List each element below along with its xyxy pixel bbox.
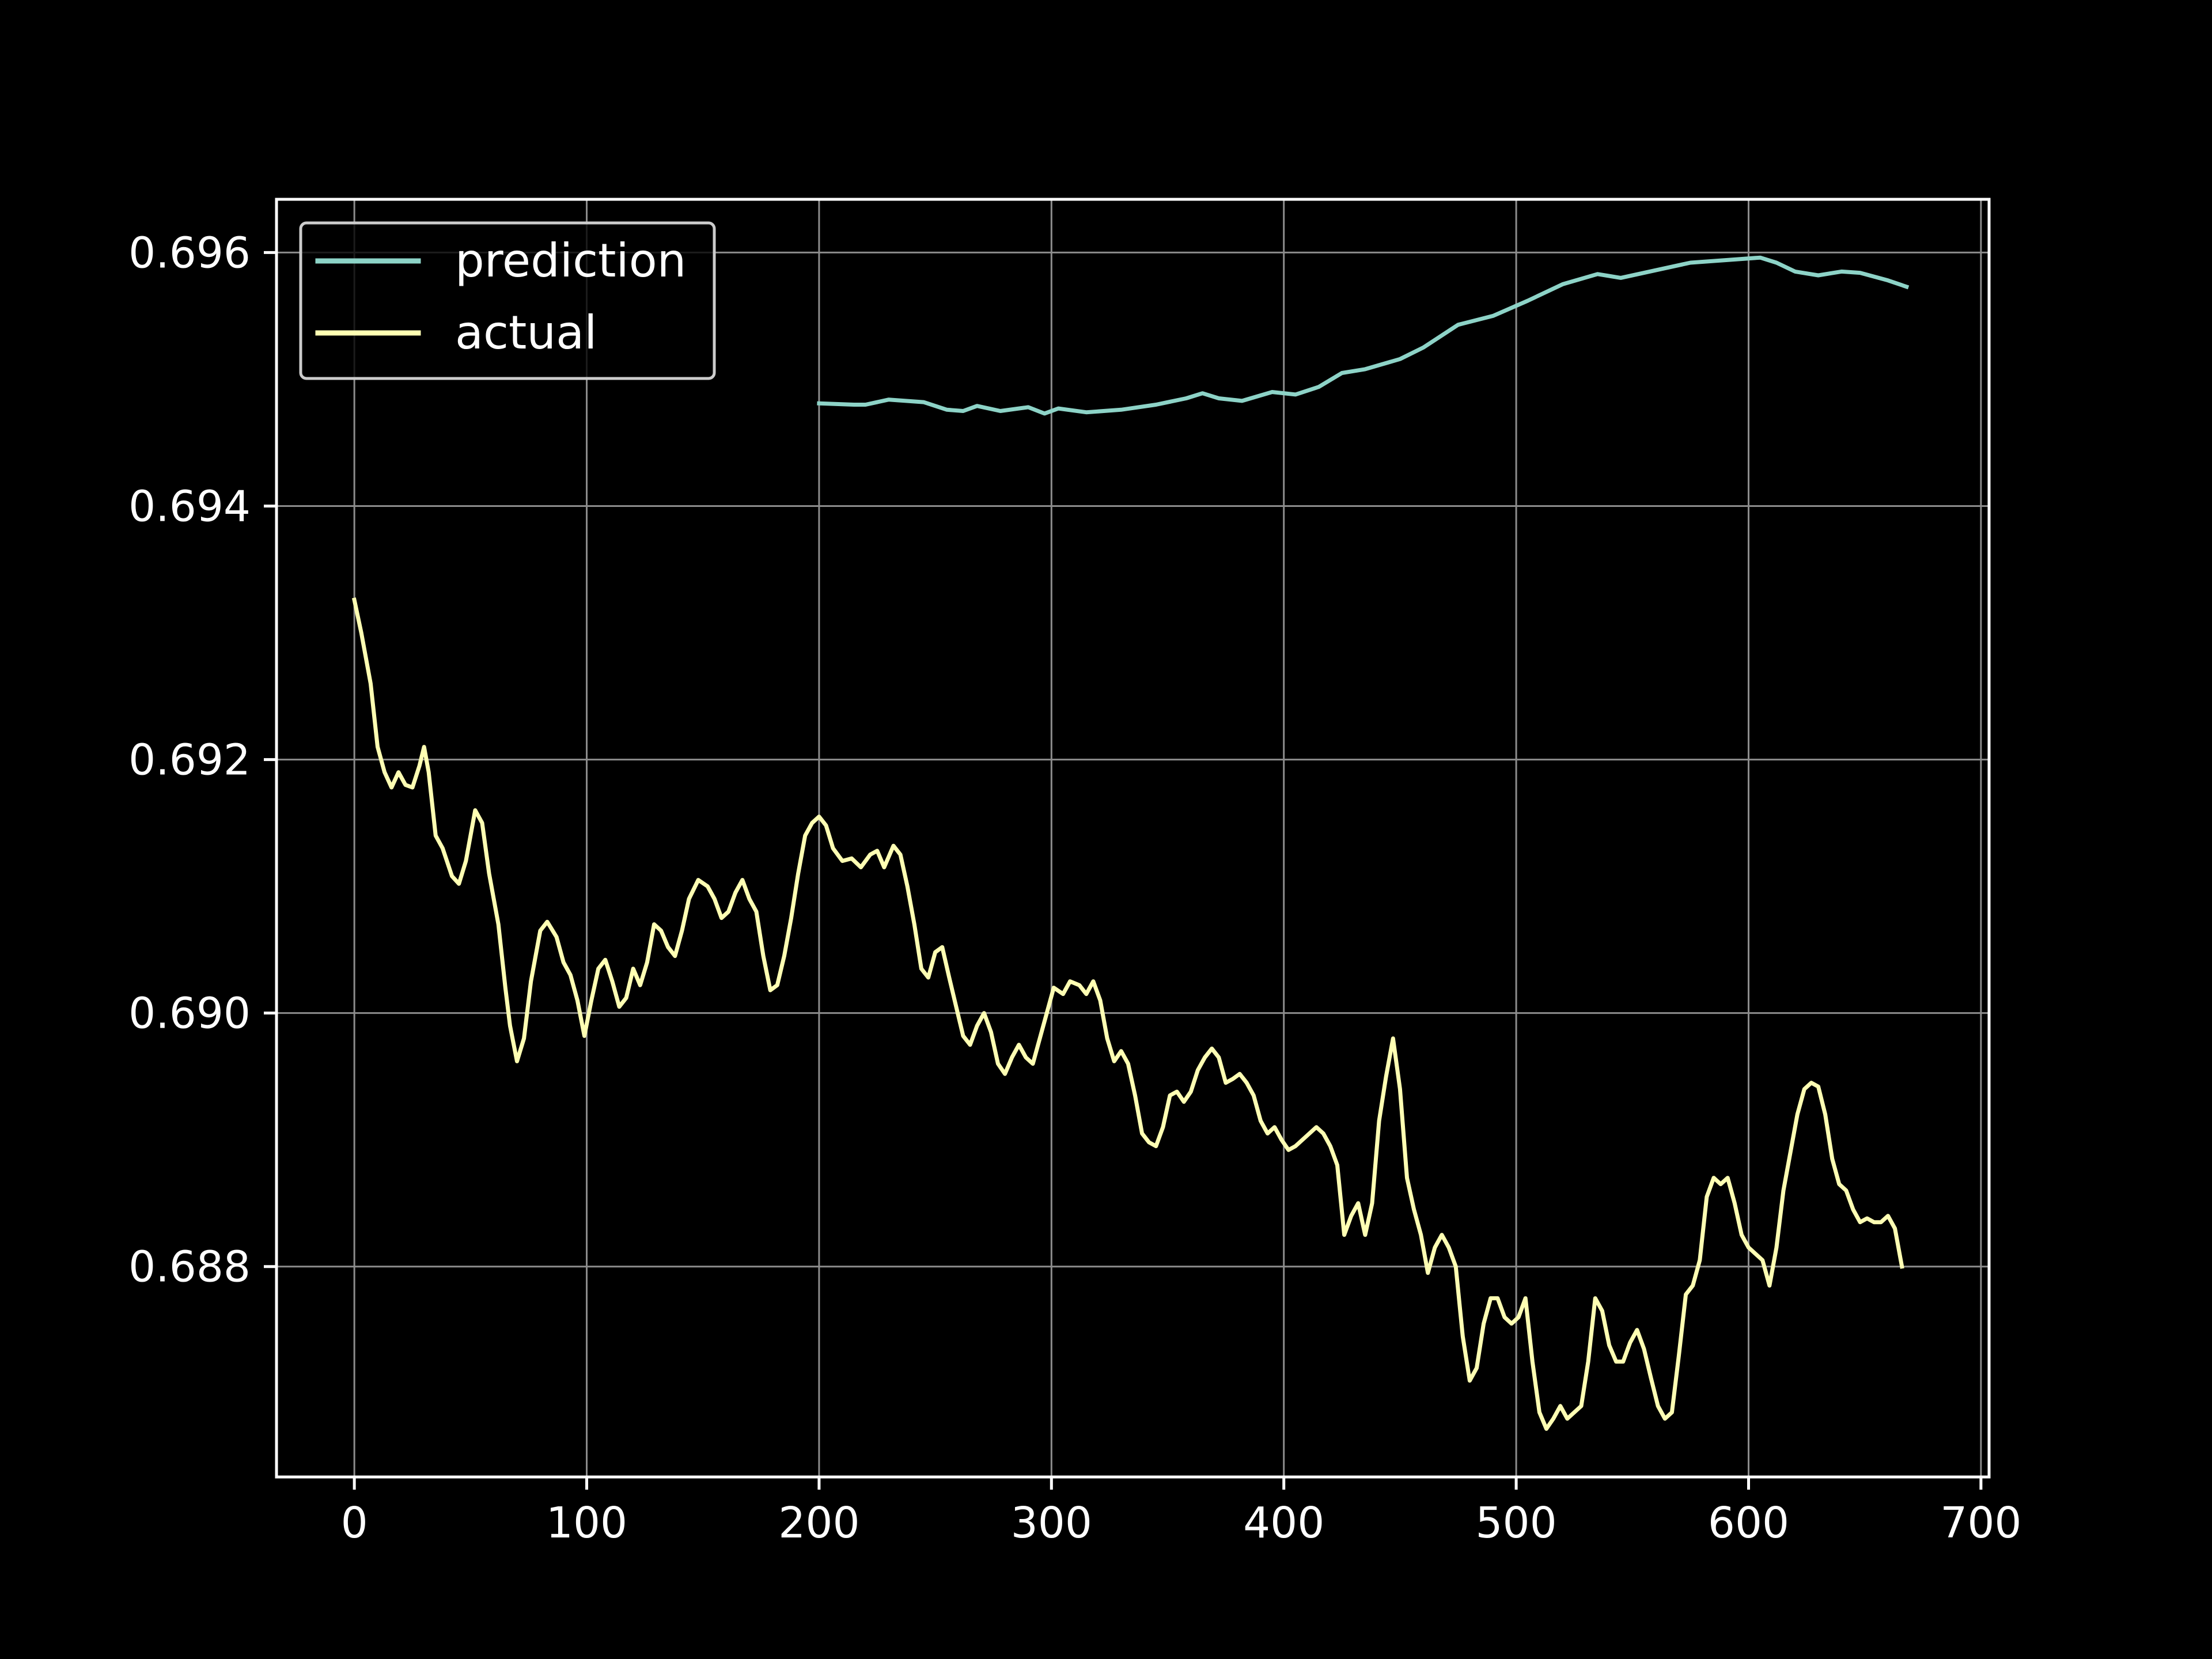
y-tick-label: 0.688 xyxy=(128,1243,251,1292)
x-tick-label: 100 xyxy=(546,1498,627,1548)
x-tick-label: 300 xyxy=(1011,1498,1092,1548)
legend-label-actual: actual xyxy=(455,306,597,359)
legend-label-prediction: prediction xyxy=(455,234,686,287)
plot-area-frame xyxy=(275,198,1991,1479)
series-line-actual xyxy=(351,597,1904,1431)
y-tick-label: 0.694 xyxy=(128,482,251,531)
y-tick-label: 0.690 xyxy=(128,989,251,1039)
x-tick-label: 500 xyxy=(1475,1498,1556,1548)
x-tick-label: 0 xyxy=(341,1498,368,1548)
legend: prediction actual xyxy=(299,221,716,380)
axis-ticks: 0 100 200 300 400 500 600 700 0.688 0.690 0.692 0.6… xyxy=(128,228,2021,1548)
series-line-prediction xyxy=(817,255,1910,416)
x-tick-label: 600 xyxy=(1708,1498,1789,1548)
y-tick-label: 0.692 xyxy=(128,736,251,785)
plot-lines xyxy=(351,255,1910,1431)
x-tick-label: 200 xyxy=(778,1498,859,1548)
x-tick-label: 700 xyxy=(1940,1498,2021,1548)
x-tick-label: 400 xyxy=(1243,1498,1324,1548)
grid xyxy=(276,199,1989,1477)
y-tick-label: 0.696 xyxy=(128,228,251,278)
